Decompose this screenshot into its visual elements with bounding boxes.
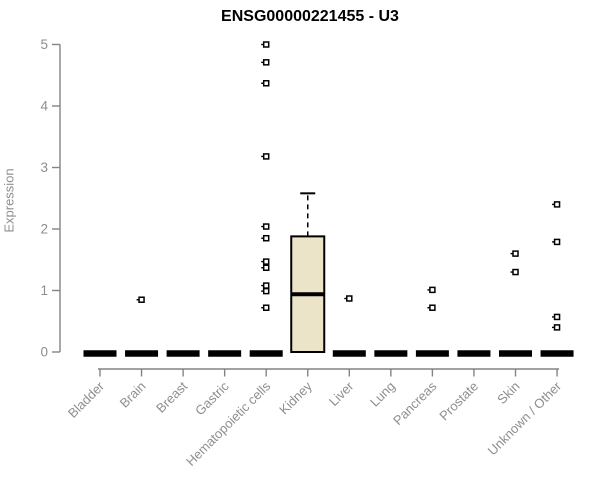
outlier-point [262,287,270,295]
outlier-point [262,153,270,160]
x-tick-label: Skin [494,379,522,407]
collapsed-box [374,350,408,357]
collapsed-box [83,350,117,357]
collapsed-box [457,350,491,357]
x-tick-label: Liver [326,378,357,409]
outlier-point [262,282,270,289]
outlier-point [262,79,270,87]
x-tick-label: Kidney [276,378,315,417]
outlier-point [429,304,436,311]
outlier-point [346,295,353,302]
x-tick-label: Prostate [436,379,481,424]
outlier-point [429,286,436,294]
outlier-point [262,41,270,48]
outlier-point [262,304,270,311]
chart-title: ENSG00000221455 - U3 [221,8,399,25]
outlier-point [553,324,561,331]
outlier-point [553,313,561,321]
outlier-point [262,223,270,230]
collapsed-box [499,350,532,357]
x-tick-label: Lung [367,379,398,410]
y-tick-label: 1 [40,283,48,298]
outlier-point [553,201,561,208]
x-tick-label: Breast [153,378,190,415]
collapsed-box [166,350,200,357]
outlier-point [138,296,145,303]
x-tick-label: Gastric [192,378,232,418]
collapsed-box [415,350,449,357]
outlier-point [262,264,270,271]
x-tick-label: Unknown / Other [485,378,565,458]
collapsed-box [208,350,242,357]
outlier-point [512,250,519,257]
collapsed-box [125,350,159,357]
y-tick-label: 0 [40,345,48,360]
x-tick-label: Pancreas [390,378,440,428]
collapsed-box [249,350,283,357]
x-tick-label: Brain [117,379,149,411]
collapsed-box [332,350,366,357]
y-tick-label: 4 [40,99,48,114]
x-tick-label: Bladder [65,378,108,421]
y-tick-label: 5 [40,37,48,52]
outlier-point [262,59,270,66]
collapsed-box [540,350,574,357]
outlier-point [553,238,561,246]
outlier-point [262,258,270,265]
y-tick-label: 3 [40,160,48,175]
y-tick-label: 2 [40,222,48,237]
outlier-point [512,268,519,276]
outlier-point [262,234,270,242]
